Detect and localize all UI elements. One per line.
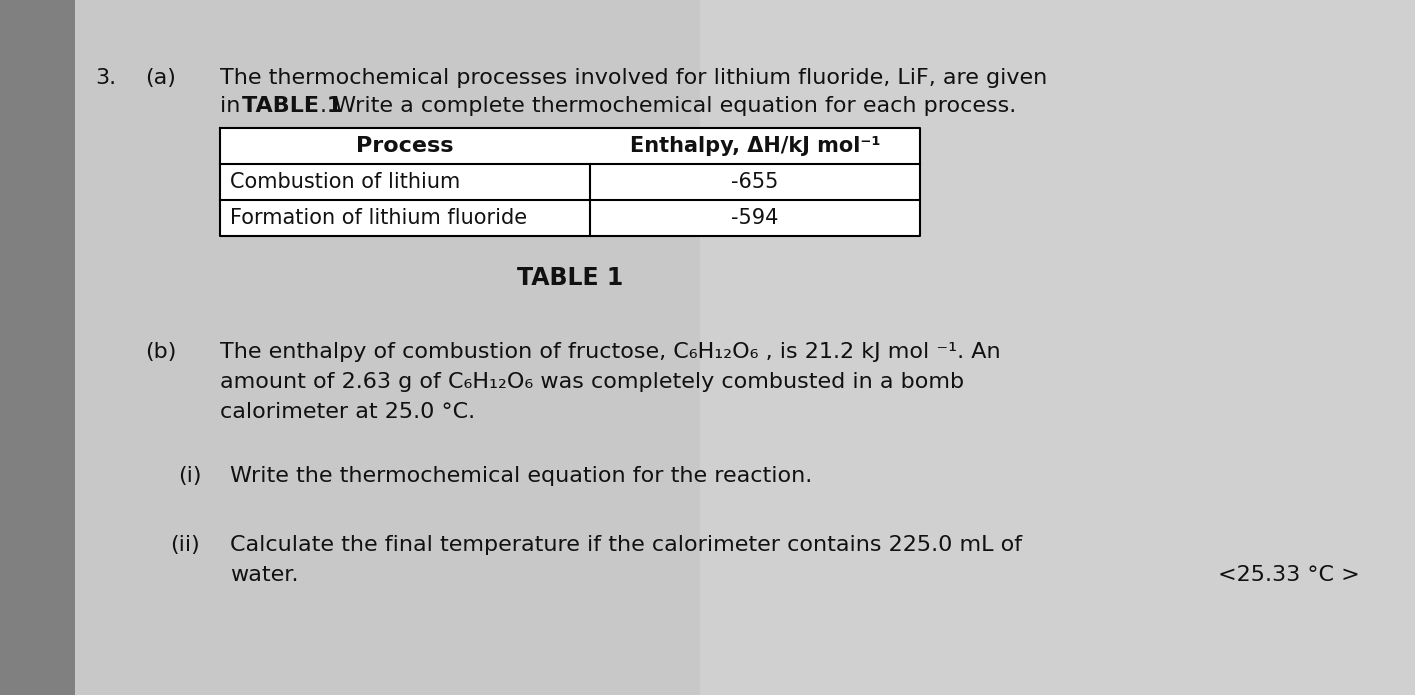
Text: The thermochemical processes involved for lithium fluoride, LiF, are given: The thermochemical processes involved fo… <box>219 68 1047 88</box>
Text: (i): (i) <box>178 466 201 486</box>
Text: (b): (b) <box>144 342 177 362</box>
Text: (ii): (ii) <box>170 535 200 555</box>
Text: (a): (a) <box>144 68 175 88</box>
Text: TABLE 1: TABLE 1 <box>242 96 342 116</box>
Text: water.: water. <box>231 565 299 585</box>
Text: 3.: 3. <box>95 68 116 88</box>
Text: calorimeter at 25.0 °C.: calorimeter at 25.0 °C. <box>219 402 475 422</box>
Bar <box>700 0 1415 695</box>
Text: The enthalpy of combustion of fructose, C₆H₁₂O₆ , is 21.2 kJ mol ⁻¹. An: The enthalpy of combustion of fructose, … <box>219 342 1000 362</box>
Text: Enthalpy, ΔH/kJ mol⁻¹: Enthalpy, ΔH/kJ mol⁻¹ <box>630 136 880 156</box>
Text: Write the thermochemical equation for the reaction.: Write the thermochemical equation for th… <box>231 466 812 486</box>
Bar <box>219 128 920 236</box>
Text: amount of 2.63 g of C₆H₁₂O₆ was completely combusted in a bomb: amount of 2.63 g of C₆H₁₂O₆ was complete… <box>219 372 964 392</box>
Text: . Write a complete thermochemical equation for each process.: . Write a complete thermochemical equati… <box>320 96 1016 116</box>
Text: Process: Process <box>357 136 454 156</box>
Text: -594: -594 <box>732 208 778 228</box>
Text: -655: -655 <box>732 172 778 192</box>
Text: TABLE 1: TABLE 1 <box>516 266 623 290</box>
Text: Combustion of lithium: Combustion of lithium <box>231 172 460 192</box>
Text: Calculate the final temperature if the calorimeter contains 225.0 mL of: Calculate the final temperature if the c… <box>231 535 1022 555</box>
Text: <25.33 °C >: <25.33 °C > <box>1218 565 1360 585</box>
Bar <box>0 0 75 695</box>
Text: in: in <box>219 96 248 116</box>
Text: Formation of lithium fluoride: Formation of lithium fluoride <box>231 208 528 228</box>
